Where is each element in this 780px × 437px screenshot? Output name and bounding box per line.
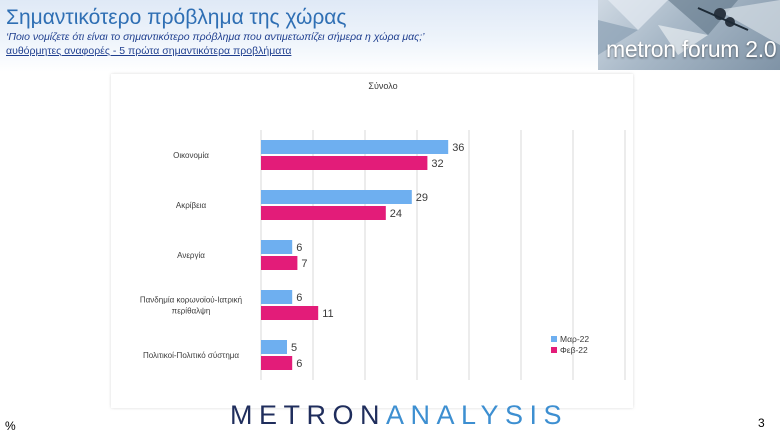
data-label: 29 xyxy=(416,192,428,204)
bar-feb xyxy=(261,306,319,320)
page-number: 3 xyxy=(758,416,765,430)
chart-title: Σύνολο xyxy=(368,81,397,91)
forum-banner: metron forum 2.0 xyxy=(598,0,780,70)
percent-symbol: % xyxy=(5,419,16,433)
category-label: Ανεργία xyxy=(177,251,205,260)
legend-label: Μαρ-22 xyxy=(560,334,589,344)
category-label: περίθαλψη xyxy=(172,307,211,316)
bar-mar xyxy=(261,140,449,154)
data-label: 6 xyxy=(296,242,302,254)
slide-title: Σημαντικότερο πρόβλημα της χώρας xyxy=(6,6,347,29)
metron-analysis-logo: METRONANALYSIS xyxy=(230,400,568,431)
bar-feb xyxy=(261,156,428,170)
category-label: Οικονομία xyxy=(173,151,209,160)
legend-swatch xyxy=(551,347,557,353)
bar-feb xyxy=(261,206,386,220)
logo-analysis: ANALYSIS xyxy=(386,400,569,430)
bar-mar xyxy=(261,290,293,304)
banner-text: metron forum 2.0 xyxy=(606,36,777,62)
data-label: 24 xyxy=(390,208,402,220)
data-label: 7 xyxy=(301,258,307,270)
data-label: 5 xyxy=(291,342,297,354)
category-label: Πανδημία κορωνοϊού-Ιατρική xyxy=(140,296,242,305)
data-label: 6 xyxy=(296,292,302,304)
category-label: Πολιτικοί-Πολιτικό σύστημα xyxy=(143,351,239,360)
bar-mar xyxy=(261,240,293,254)
bar-feb xyxy=(261,356,293,370)
bar-chart: Σύνολο Οικονομία 36 32 Ακρίβεια 29 24 Ανεργία 6 7… xyxy=(140,81,626,380)
bar-feb xyxy=(261,256,298,270)
data-label: 6 xyxy=(296,358,302,370)
data-label: 36 xyxy=(452,142,464,154)
banner-graphic xyxy=(598,0,780,55)
bar-mar xyxy=(261,190,412,204)
data-label: 11 xyxy=(322,308,333,320)
slide-question: ‘Ποιο νομίζετε ότι είναι το σημαντικότερ… xyxy=(6,31,425,43)
bar-mar xyxy=(261,340,287,354)
data-label: 32 xyxy=(431,158,443,170)
slide-note: αυθόρμητες αναφορές - 5 πρώτα σημαντικότ… xyxy=(6,45,292,57)
legend-label: Φεβ-22 xyxy=(560,345,588,355)
logo-metron: METRON xyxy=(230,400,386,430)
legend-swatch xyxy=(551,336,557,342)
category-label: Ακρίβεια xyxy=(176,201,207,210)
chart-container: Σύνολο Οικονομία 36 32 Ακρίβεια 29 24 Ανεργία 6 7… xyxy=(111,74,633,408)
